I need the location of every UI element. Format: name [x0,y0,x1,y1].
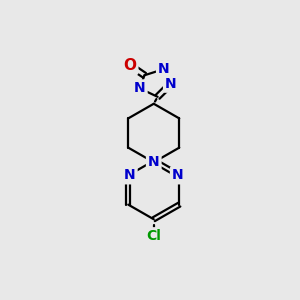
Text: N: N [158,62,169,76]
Text: N: N [134,81,146,95]
Text: N: N [148,155,160,169]
Text: O: O [123,58,136,73]
Text: N: N [124,168,136,182]
Text: H: H [160,59,171,72]
Text: Cl: Cl [146,229,161,243]
Text: H: H [133,86,143,99]
Text: N: N [165,77,177,91]
Text: N: N [172,168,184,182]
